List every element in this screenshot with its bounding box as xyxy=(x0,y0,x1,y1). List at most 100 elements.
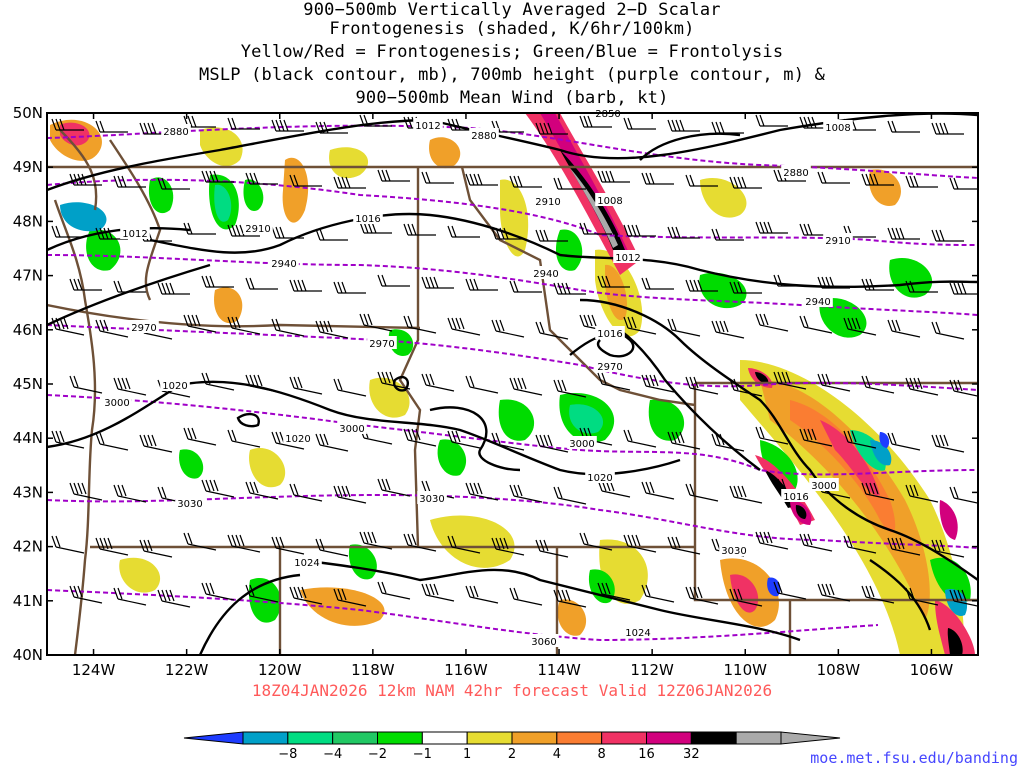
barb-flag xyxy=(829,276,835,289)
wind-barb xyxy=(271,226,304,239)
barb-flag xyxy=(557,589,563,602)
barb-shaft xyxy=(777,592,807,600)
barb-flag xyxy=(891,120,897,133)
colorbar-swatch xyxy=(690,731,737,745)
barb-flag xyxy=(679,431,685,444)
barb-shaft xyxy=(73,493,103,501)
barb-flag xyxy=(737,281,743,294)
barb-shaft xyxy=(469,596,499,604)
barb-shaft xyxy=(557,497,587,505)
height-label: 3030 xyxy=(175,496,205,510)
barb-shaft xyxy=(909,495,939,503)
barb-flag xyxy=(693,586,699,599)
wind-barb xyxy=(861,278,894,291)
mslp-label-text: 1008 xyxy=(825,123,850,134)
lon-label: 124W xyxy=(72,661,116,679)
barb-flag xyxy=(385,371,391,384)
barb-flag xyxy=(539,539,545,552)
wind-barb xyxy=(95,537,129,556)
height-label-text: 2880 xyxy=(783,168,808,179)
height-label: 2940 xyxy=(269,256,299,270)
barb-flag xyxy=(337,281,343,294)
barb-flag xyxy=(249,584,255,597)
wind-barb xyxy=(315,538,349,557)
height-label-text: 2970 xyxy=(131,323,156,334)
barb-flag xyxy=(275,536,281,549)
barb-flag xyxy=(535,539,541,552)
wind-barb xyxy=(711,433,745,452)
barb-flag xyxy=(733,176,739,189)
wind-barb xyxy=(641,172,674,185)
barb-shaft xyxy=(187,543,217,551)
wind-barb xyxy=(623,117,656,130)
barb-shaft xyxy=(319,444,349,452)
barb-flag xyxy=(711,320,717,333)
barb-flag xyxy=(381,371,387,384)
barb-flag xyxy=(851,430,857,443)
barb-flag xyxy=(421,583,427,596)
barb-flag xyxy=(469,375,475,388)
barb-flag xyxy=(249,172,255,185)
wind-barb xyxy=(183,314,217,333)
barb-flag xyxy=(421,373,427,386)
colorbar-swatch xyxy=(646,731,692,745)
barb-flag xyxy=(139,122,145,135)
source-credit: moe.met.fsu.edu/banding xyxy=(810,749,1018,767)
height-label: 3000 xyxy=(809,478,839,492)
barb-shaft xyxy=(117,495,147,503)
barb-flag xyxy=(113,377,119,390)
mslp-label-text: 1016 xyxy=(783,492,808,503)
barb-flag xyxy=(403,223,409,236)
barb-shaft xyxy=(935,550,965,558)
height-label: 3000 xyxy=(567,436,597,450)
wind-barb xyxy=(113,280,146,293)
barb-flag xyxy=(825,276,831,289)
barb-flag xyxy=(605,582,611,595)
barb-flag xyxy=(623,117,629,130)
barb-shaft xyxy=(249,385,279,393)
lon-label: 112W xyxy=(630,661,674,679)
barb-flag xyxy=(865,375,871,388)
barb-flag xyxy=(909,175,915,188)
barb-flag xyxy=(51,430,57,443)
barb-flag xyxy=(51,225,57,238)
barb-shaft xyxy=(73,596,103,604)
barb-flag xyxy=(455,430,461,443)
barb-flag xyxy=(425,480,431,493)
barb-flag xyxy=(403,315,409,328)
barb-flag xyxy=(69,482,75,495)
barb-flag xyxy=(161,589,167,602)
barb-flag xyxy=(583,314,589,327)
barb-flag xyxy=(961,282,967,295)
barb-flag xyxy=(601,582,607,595)
barb-flag xyxy=(931,122,937,135)
barb-flag xyxy=(425,583,431,596)
barb-flag xyxy=(641,277,647,290)
wind-barb xyxy=(289,483,323,502)
wind-barb xyxy=(271,536,305,555)
barb-flag xyxy=(301,279,307,292)
wind-barb xyxy=(333,176,366,189)
wind-barb xyxy=(359,313,393,332)
barb-flag xyxy=(953,379,959,392)
wind-barb xyxy=(773,274,806,287)
barb-flag xyxy=(51,118,57,131)
barb-flag xyxy=(935,539,941,552)
height-label-bg xyxy=(531,266,561,279)
barb-shaft xyxy=(847,441,877,449)
barb-flag xyxy=(69,585,75,598)
wind-barb xyxy=(597,170,630,183)
barb-flag xyxy=(283,119,289,132)
barb-flag xyxy=(777,169,783,182)
wind-barb xyxy=(227,316,261,335)
height-label-bg xyxy=(809,478,839,491)
barb-flag xyxy=(117,280,123,293)
height-label-bg xyxy=(269,256,299,269)
barb-flag xyxy=(711,121,717,134)
barb-flag xyxy=(69,173,75,186)
wind-barb xyxy=(271,119,304,132)
barb-flag xyxy=(741,485,747,498)
wind-barb xyxy=(69,173,102,186)
wind-barb xyxy=(271,318,305,337)
barb-shaft xyxy=(821,491,851,499)
